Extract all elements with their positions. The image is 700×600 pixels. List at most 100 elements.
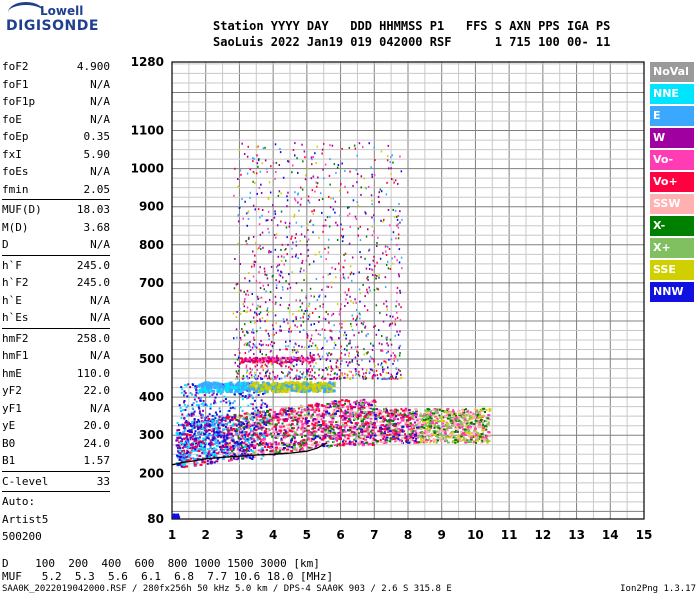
echo-point <box>380 349 383 352</box>
echo-point <box>272 161 275 164</box>
echo-point <box>367 414 370 417</box>
echo-point <box>368 442 372 445</box>
y-tick-label: 1000 <box>131 162 164 176</box>
echo-point <box>367 351 369 354</box>
echo-point <box>285 248 287 250</box>
parameter-name: yF2 <box>2 384 22 397</box>
echo-point <box>219 448 222 451</box>
echo-point <box>186 443 190 446</box>
echo-point <box>274 143 277 146</box>
echo-point <box>323 409 326 412</box>
echo-point <box>315 443 319 446</box>
echo-point <box>236 383 240 387</box>
echo-point <box>391 414 394 416</box>
echo-point <box>442 428 446 431</box>
echo-point <box>376 287 378 290</box>
echo-point <box>361 423 364 426</box>
echo-point <box>259 287 262 289</box>
echo-point <box>258 419 262 422</box>
echo-point <box>241 328 243 330</box>
echo-point <box>303 430 306 433</box>
echo-point <box>405 415 409 418</box>
echo-point <box>374 324 376 327</box>
echo-point <box>364 401 368 404</box>
echo-point <box>278 383 281 386</box>
echo-point <box>416 417 419 420</box>
echo-point <box>238 351 241 354</box>
echo-point <box>352 427 356 430</box>
echo-point <box>429 415 432 418</box>
echo-point <box>236 440 239 443</box>
echo-point <box>261 421 264 424</box>
echo-point <box>442 438 445 441</box>
echo-point <box>214 437 217 440</box>
echo-point <box>463 414 465 417</box>
echo-point <box>304 417 308 420</box>
echo-point <box>373 289 376 292</box>
echo-point <box>348 361 351 364</box>
echo-point <box>259 348 262 351</box>
echo-point <box>387 344 389 347</box>
echo-point <box>254 345 257 348</box>
parameter-name: 500200 <box>2 530 42 543</box>
echo-point <box>194 385 197 388</box>
echo-point <box>307 195 310 198</box>
echo-point <box>265 427 268 430</box>
echo-point <box>280 407 284 410</box>
echo-point <box>262 435 265 437</box>
echo-point <box>359 399 362 402</box>
echo-point <box>460 423 463 426</box>
echo-point <box>181 388 184 391</box>
echo-point <box>414 431 417 434</box>
echo-point <box>330 329 332 332</box>
echo-point <box>352 433 355 436</box>
echo-point <box>448 436 452 439</box>
echo-point <box>308 345 310 348</box>
echo-point <box>259 443 263 446</box>
echo-point <box>232 312 235 315</box>
echo-point <box>381 427 383 430</box>
echo-point <box>287 371 290 374</box>
echo-point <box>287 385 291 388</box>
echo-point <box>236 433 239 436</box>
echo-point <box>342 434 345 437</box>
echo-point <box>228 436 231 439</box>
echo-point <box>241 446 245 449</box>
echo-point <box>304 386 308 390</box>
echo-point <box>245 449 248 452</box>
echo-point <box>249 367 251 370</box>
echo-point <box>295 351 297 354</box>
echo-point <box>262 147 265 150</box>
echo-point <box>392 377 394 380</box>
echo-point <box>279 409 282 411</box>
echo-point <box>192 423 195 426</box>
echo-point <box>467 432 471 434</box>
echo-point <box>305 274 308 277</box>
echo-point <box>340 345 342 348</box>
echo-point <box>270 341 273 343</box>
echo-point <box>256 361 259 364</box>
echo-point <box>307 249 309 252</box>
echo-point <box>413 421 416 424</box>
echo-point <box>404 422 407 425</box>
echo-point <box>353 401 357 404</box>
parameter-row: Auto: <box>2 493 110 511</box>
echo-point <box>212 421 215 424</box>
echo-point <box>485 435 488 438</box>
echo-point <box>183 429 186 432</box>
echo-point <box>386 338 388 341</box>
echo-point <box>226 452 229 455</box>
echo-point <box>192 449 196 452</box>
echo-point <box>287 322 289 325</box>
echo-point <box>371 234 374 237</box>
echo-point <box>397 434 401 437</box>
echo-point <box>260 449 263 452</box>
echo-point <box>408 428 411 431</box>
parameter-value: 2.05 <box>83 182 111 196</box>
echo-point <box>307 408 310 411</box>
echo-point <box>454 427 457 430</box>
echo-point <box>330 368 333 371</box>
echo-point <box>473 435 476 438</box>
echo-point <box>294 356 296 359</box>
echo-point <box>337 424 340 427</box>
